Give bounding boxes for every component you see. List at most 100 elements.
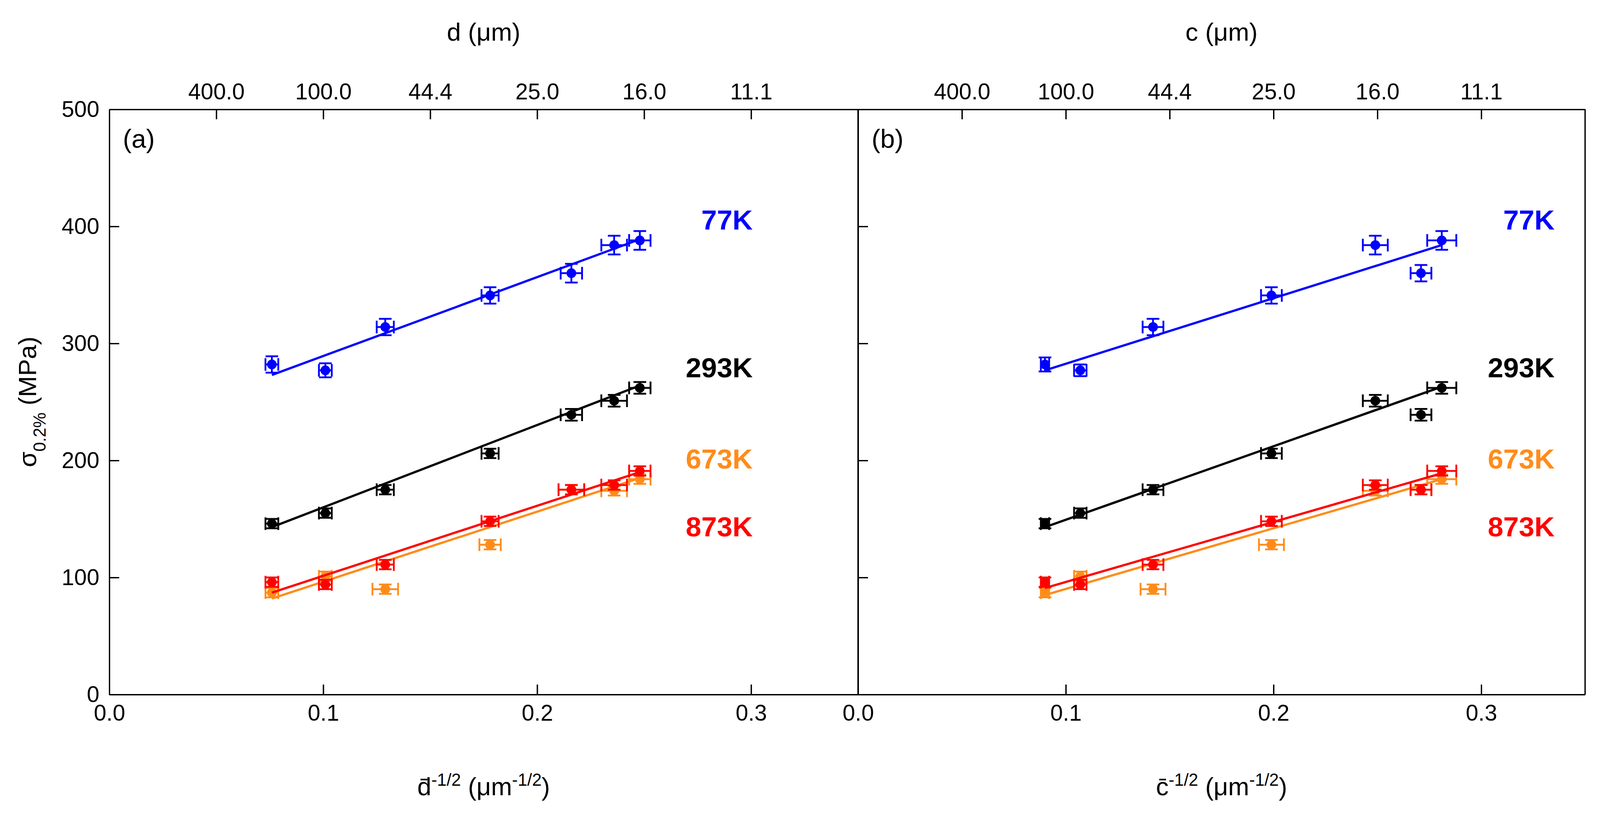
series [265,230,651,378]
tick: 400.0 [933,79,991,120]
error-cap [649,381,652,394]
point [1148,584,1158,594]
tick [858,226,868,227]
error-cap [557,483,560,496]
x-error-bar [1410,408,1432,421]
error-cap [1414,263,1428,266]
error-cap [1264,286,1278,289]
x2-axis-title: d (μm) [447,17,521,47]
tick-mark [858,342,868,345]
error-cap [1162,320,1165,334]
point [1040,359,1050,369]
error-cap [378,317,392,320]
tick-label: 16.0 [622,79,667,105]
tick-label: 500 [61,96,100,122]
point [566,268,576,278]
tick: 100.0 [1037,79,1095,120]
point [380,322,390,332]
axis-line [109,693,859,696]
error-cap [1264,302,1278,305]
tick-mark [536,109,538,120]
tick-mark [750,684,752,695]
tick-mark [109,108,120,111]
error-cap [625,394,628,407]
fit-line [271,477,640,599]
tick: 16.0 [1355,79,1400,120]
tick: 200 [61,447,120,473]
y-error-bar [265,355,279,373]
tick: 100.0 [295,79,352,120]
tick-mark [858,459,868,462]
point [321,365,331,375]
series-label: 293K [1487,351,1555,383]
fit-line [1044,386,1442,528]
error-cap [607,405,621,408]
tick-mark [750,109,752,120]
tick: 11.1 [730,79,773,120]
y-error-bar [1073,579,1087,589]
error-cap [581,408,584,421]
tick-label: 100.0 [295,79,352,105]
point [1040,577,1050,587]
series [1038,472,1457,599]
plot-area [265,230,651,599]
tick-label: 44.4 [1147,79,1192,105]
tick-mark [858,225,868,228]
point [1416,485,1426,495]
tick-label: 25.0 [515,79,560,105]
tick-label: 100.0 [1037,79,1095,105]
error-cap [1362,394,1364,407]
error-cap [649,464,652,477]
tick-mark [109,225,120,228]
error-cap [1435,392,1449,395]
error-cap [1430,266,1433,280]
error-cap [1258,537,1260,551]
error-cap [478,537,481,551]
series [265,472,651,599]
tick-label: 400 [61,213,100,239]
y-error-bar [1264,448,1278,458]
axis-line [857,109,859,695]
y-error-bar [1146,559,1160,570]
error-cap [1435,380,1449,383]
x-error-bar [1259,537,1284,551]
y-error-bar [1264,539,1278,550]
x-axis-title: d̄-1/2 (μm-1/2) [417,769,551,801]
error-cap [371,582,374,596]
series [1038,464,1457,591]
error-cap [581,266,584,280]
point [1437,235,1447,245]
tick-label: 300 [61,330,100,356]
point [1148,559,1158,570]
error-cap [1409,483,1412,496]
error-cap [1162,558,1165,571]
error-cap [1282,537,1285,551]
error-cap [318,362,332,364]
panel-label: (a) [122,123,155,154]
x-error-bar [1142,558,1164,571]
tick: 400.0 [188,79,245,120]
frame [1584,109,1587,695]
axis-line [109,108,859,111]
tick-mark [109,693,120,696]
point [1267,448,1277,458]
x-error-bar [1362,238,1388,252]
error-cap [483,286,497,289]
axis-line [108,109,111,695]
x2ticks-axis: 400.0 100.0 44.4 25.0 16.0 11.1 [109,79,859,120]
x-error-bar [318,578,332,591]
error-cap [497,514,500,528]
tick-mark [1065,684,1067,695]
error-cap [1409,408,1412,421]
tick-label: 11.1 [1460,79,1503,105]
tick: 44.4 [408,79,453,120]
tick: 500 [61,96,120,122]
series [1038,381,1457,530]
tick: 0.3 [735,684,768,726]
error-cap [265,354,279,357]
tick-label: 400.0 [933,79,991,105]
y-error-bar [378,559,392,570]
error-cap [1414,280,1428,283]
x-error-bar [265,517,279,530]
y-error-bar [1414,484,1428,495]
